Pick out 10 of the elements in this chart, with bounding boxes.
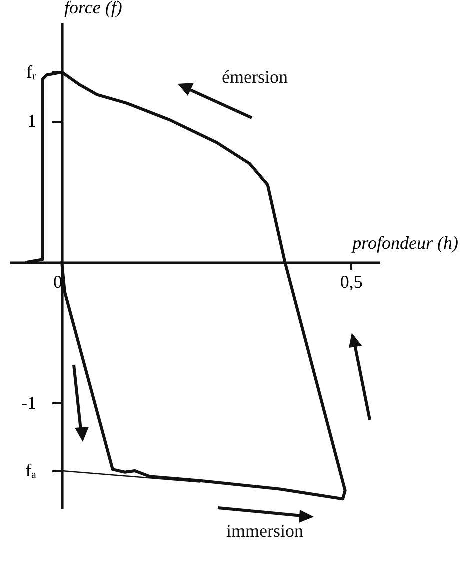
x-axis-title: profondeur (h) [350,232,458,253]
text: immersion [226,521,304,541]
y-tick-label: 1 [28,111,37,132]
y-tick-label: -1 [22,392,37,413]
y-tick-label: fᵣ [26,62,37,82]
x-tick-label: 0,5 [340,272,363,292]
y-tick-label: fₐ [26,460,37,480]
x-tick-label: 0 [54,272,63,292]
y-axis-title: force (f) [64,0,122,18]
annotation: émersion [222,67,288,87]
